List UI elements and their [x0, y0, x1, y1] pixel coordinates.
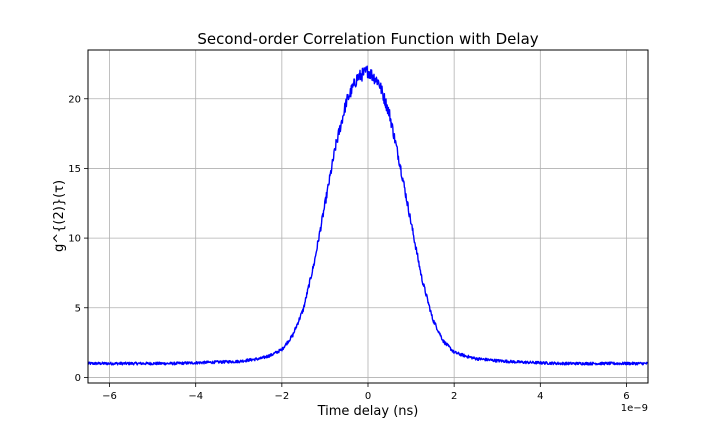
x-tick-label: 6 [623, 391, 629, 402]
y-axis: 0 5 10 15 20 [68, 94, 88, 384]
x-tick-label: −2 [274, 391, 289, 402]
grid-lines [88, 50, 648, 383]
y-tick-label: 15 [68, 164, 81, 175]
y-axis-label: g^{(2)}(τ) [52, 180, 67, 252]
x-tick-label: 2 [451, 391, 457, 402]
x-tick-label: −4 [188, 391, 203, 402]
chart-title: Second-order Correlation Function with D… [197, 30, 538, 48]
plot-area [87, 65, 649, 366]
x-axis-label: Time delay (ns) [317, 404, 419, 419]
y-tick-label: 0 [75, 373, 81, 384]
y-tick-label: 5 [75, 303, 81, 314]
x-tick-label: 0 [365, 391, 371, 402]
x-tick-label: −6 [102, 391, 117, 402]
g2-series-line [87, 65, 649, 366]
x-tick-label: 4 [537, 391, 543, 402]
x-offset-label: 1e−9 [621, 403, 648, 414]
y-tick-label: 20 [68, 94, 81, 105]
x-axis: −6 −4 −2 0 2 4 6 [102, 383, 630, 402]
y-tick-label: 10 [68, 234, 81, 245]
